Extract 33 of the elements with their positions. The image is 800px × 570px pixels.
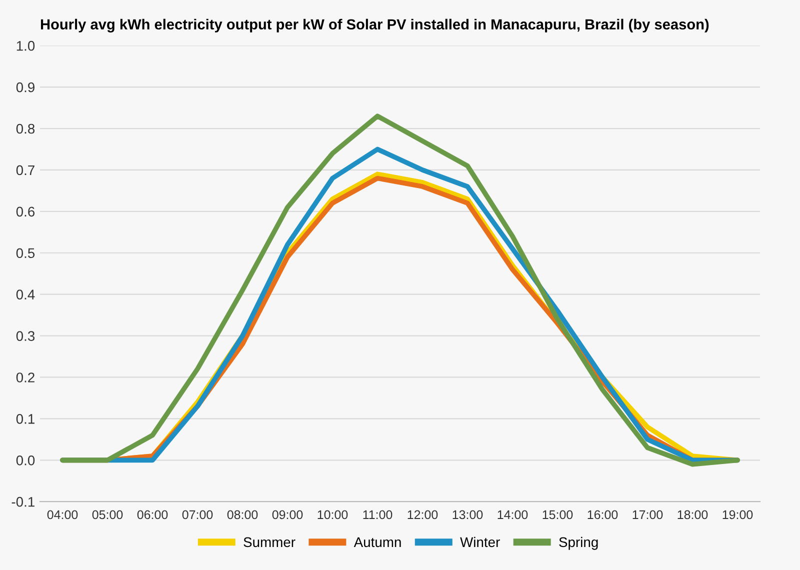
x-tick-label: 11:00	[363, 510, 392, 520]
x-tick-label: 12:00	[408, 510, 438, 520]
y-tick-label: 0.6	[16, 206, 35, 217]
legend-label: Autumn	[354, 537, 401, 548]
x-tick-label: 05:00	[92, 510, 123, 520]
y-tick-label: 0.1	[16, 414, 34, 424]
y-tick-label: 0.8	[16, 124, 35, 134]
legend-label: Spring	[559, 536, 598, 550]
y-tick-label: 1.0	[16, 40, 35, 51]
x-tick-label: 18:00	[678, 510, 708, 520]
x-tick-label: 08:00	[227, 510, 258, 520]
x-tick-label: 09:00	[272, 510, 303, 520]
y-tick-label: 0.3	[16, 331, 35, 341]
legend-label: Winter	[460, 536, 500, 548]
legend-label: Summer	[244, 537, 296, 548]
x-tick-label: 19:00	[722, 510, 753, 520]
y-tick-label: 0.5	[16, 248, 35, 258]
x-tick-label: 17:00	[632, 510, 663, 520]
x-tick-label: 07:00	[182, 510, 213, 520]
x-tick-label: 06:00	[137, 510, 168, 520]
x-tick-label: 04:00	[47, 510, 78, 520]
y-tick-label: 0.7	[16, 165, 34, 176]
y-tick-label: 0.4	[16, 290, 35, 300]
x-tick-label: 16:00	[588, 510, 618, 520]
y-tick-label: 0.2	[16, 372, 34, 382]
chart-title: Hourly avg kWh electricity output per kW of Solar PV installed in Manacapuru, Brazil (by season)	[40, 18, 709, 32]
x-tick-label: 10:00	[318, 510, 348, 520]
x-tick-label: 14:00	[498, 510, 528, 520]
x-tick-label: 15:00	[542, 510, 573, 520]
y-tick-label: -0.1	[12, 496, 34, 507]
y-tick-label: 0.9	[16, 82, 34, 92]
y-tick-label: 0.0	[16, 455, 35, 466]
x-tick-label: 13:00	[452, 510, 483, 520]
